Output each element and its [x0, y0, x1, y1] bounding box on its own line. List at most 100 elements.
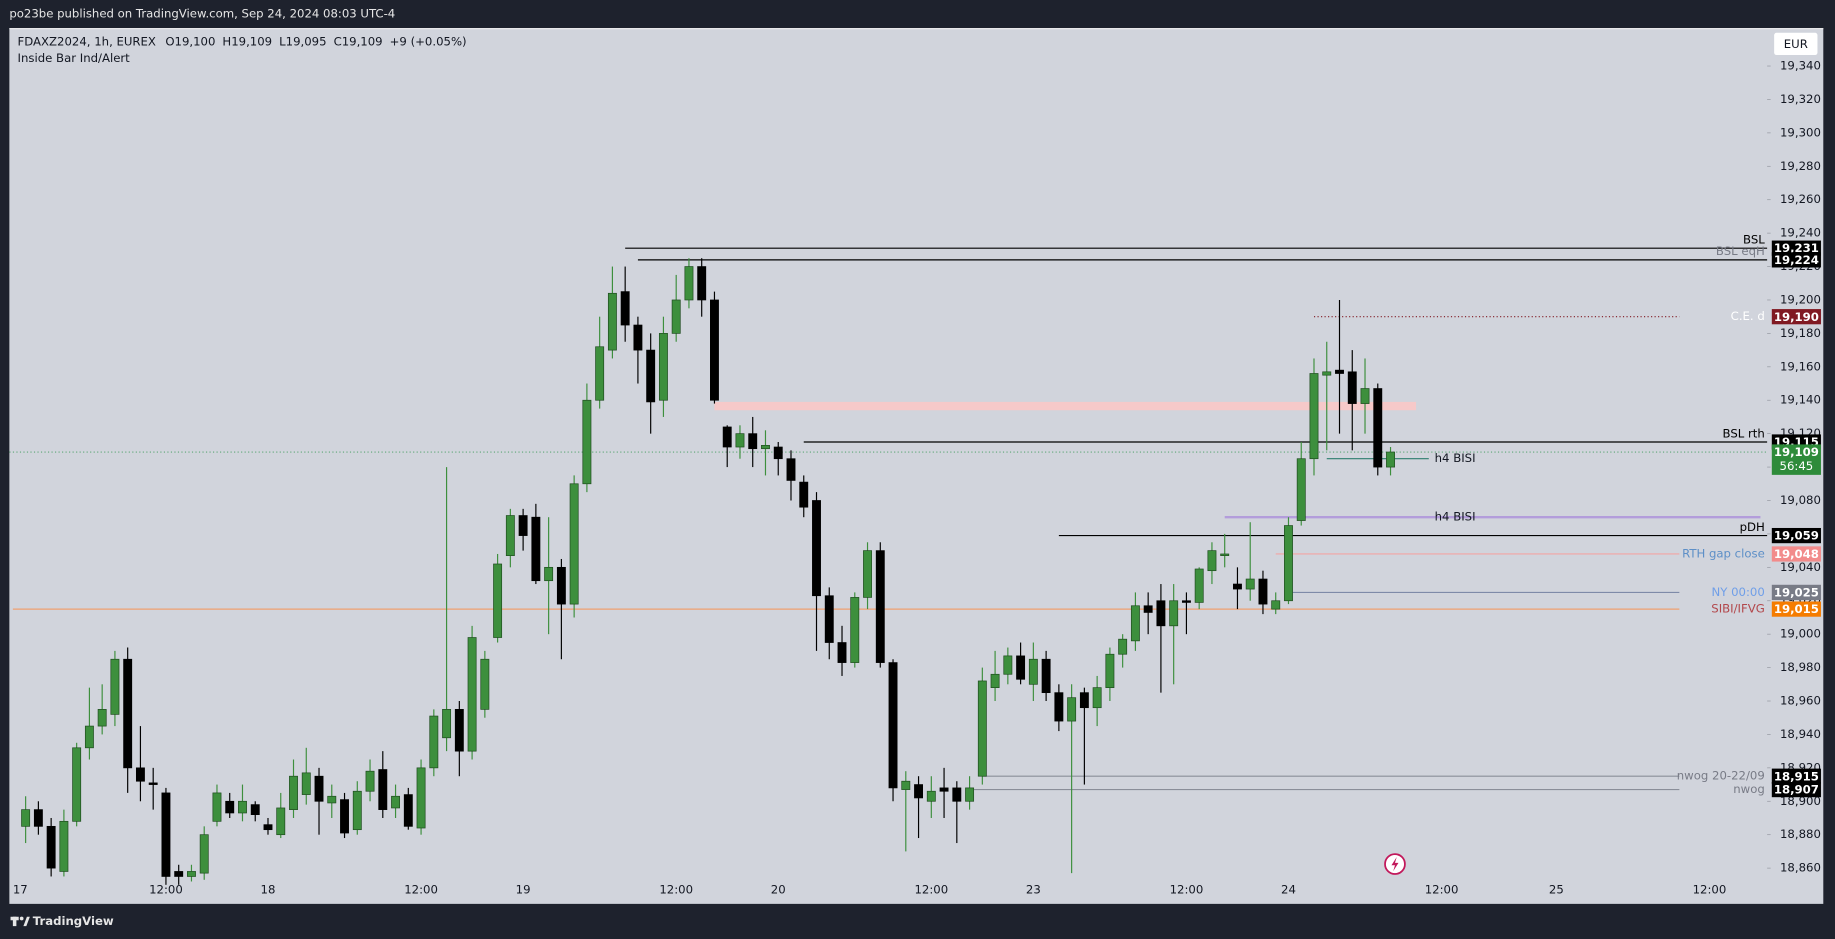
- y-tick-label: 18,980: [1780, 660, 1821, 674]
- price-box-label: 18,907: [1774, 783, 1819, 797]
- icon-bolt[interactable]: [1391, 857, 1399, 872]
- candle-body: [939, 787, 949, 792]
- candle-body: [544, 566, 554, 582]
- symbol-title: FDAXZ2024, 1h, EUREX: [18, 35, 156, 49]
- y-tick-label: 18,940: [1780, 727, 1821, 741]
- ohlc-value: L19,095: [279, 35, 326, 49]
- published-line: po23be published on TradingView.com, Sep…: [9, 7, 395, 21]
- x-tick-label: 12:00: [1170, 882, 1204, 896]
- candle-body: [199, 834, 209, 874]
- candle-body: [761, 444, 770, 450]
- candle-body: [863, 550, 872, 598]
- indicator-name: Inside Bar Ind/Alert: [18, 51, 131, 65]
- candle-body: [812, 500, 821, 597]
- candle-body: [123, 658, 133, 769]
- candle-body: [888, 662, 898, 789]
- candle-body: [1245, 578, 1255, 590]
- candle-body: [735, 433, 745, 448]
- candle-body: [1296, 458, 1306, 521]
- candle-body: [1054, 692, 1064, 722]
- candle-body: [429, 715, 439, 769]
- candle-body: [442, 709, 452, 739]
- candle-body: [1067, 697, 1077, 722]
- x-tick-label: 12:00: [914, 882, 948, 896]
- currency-label[interactable]: EUR: [1784, 37, 1808, 51]
- x-tick-label: 12:00: [1693, 882, 1727, 896]
- level-label: nwog 20-22/09: [1677, 769, 1765, 783]
- price-box-label: 19,231: [1774, 241, 1819, 255]
- logo-slash: [23, 916, 30, 927]
- candle-body: [824, 595, 834, 643]
- x-tick-label: 12:00: [149, 882, 183, 896]
- candle-body: [671, 299, 681, 334]
- price-box-label: 19,224: [1774, 253, 1819, 267]
- level-label: SIBI/IFVG: [1711, 602, 1764, 616]
- price-box: [1771, 781, 1821, 798]
- level-label: nwog: [1733, 782, 1765, 796]
- candle-body: [1360, 388, 1370, 404]
- y-tick-label: 18,900: [1780, 794, 1821, 808]
- price-box: [1771, 252, 1821, 268]
- price-box-label: 19,059: [1774, 529, 1819, 543]
- x-tick-label: 12:00: [404, 882, 438, 896]
- candle-body: [365, 770, 375, 792]
- candle-body: [1322, 371, 1332, 376]
- candle-body: [403, 794, 413, 827]
- currency-button[interactable]: [1774, 32, 1818, 56]
- y-tick-label: 19,080: [1780, 493, 1821, 507]
- candle-body: [72, 747, 82, 822]
- y-tick-label: 18,860: [1780, 861, 1821, 875]
- x-tick-label: 24: [1281, 882, 1296, 896]
- level-label: NY 00:00: [1712, 585, 1765, 599]
- candle-body: [1041, 658, 1051, 694]
- candle-body: [505, 515, 515, 556]
- candle-body: [289, 775, 298, 810]
- last-price-box: [1771, 444, 1821, 475]
- candle-body: [1156, 600, 1166, 627]
- candle-body: [467, 637, 477, 752]
- y-tick-label: 19,240: [1780, 226, 1821, 240]
- candle-body: [1309, 373, 1319, 460]
- candle-body: [84, 725, 94, 749]
- candle-body: [391, 795, 401, 809]
- candle-body: [684, 266, 694, 301]
- candle-body: [1347, 371, 1357, 404]
- candle-body: [187, 871, 196, 877]
- price-box: [1771, 546, 1821, 562]
- candle-body: [161, 792, 171, 877]
- candle-body: [875, 550, 885, 663]
- plot-background: [9, 28, 1824, 904]
- level-label: RTH gap close: [1682, 546, 1765, 560]
- candle-body: [952, 787, 962, 802]
- ohlc-value: H19,109: [222, 35, 272, 49]
- level-label: BSL rth: [1723, 426, 1765, 440]
- x-tick-label: 25: [1549, 882, 1564, 896]
- price-box-label: 19,048: [1774, 547, 1819, 561]
- candle-body: [59, 820, 69, 872]
- y-tick-label: 19,200: [1780, 292, 1821, 306]
- replay-icon[interactable]: [1384, 853, 1406, 875]
- candle-body: [148, 782, 158, 785]
- candle-body: [977, 680, 987, 777]
- candle-body: [1386, 451, 1395, 468]
- candle-body: [646, 349, 656, 403]
- candle-body: [1016, 655, 1026, 680]
- candle-body: [620, 291, 630, 326]
- candle-body: [901, 780, 911, 790]
- candle-body: [135, 767, 145, 782]
- y-tick-label: 19,180: [1780, 326, 1821, 340]
- candle-body: [1079, 692, 1089, 709]
- candle-body: [480, 658, 490, 710]
- candle-body: [607, 292, 617, 351]
- candle-body: [1207, 550, 1217, 572]
- candle-body: [697, 266, 707, 301]
- x-tick-label: 17: [13, 882, 28, 896]
- countdown: 56:45: [1780, 459, 1814, 473]
- candle-body: [1181, 600, 1191, 603]
- candle-body: [174, 871, 184, 877]
- price-box-label: 19,025: [1774, 585, 1819, 599]
- ohlc-value: O19,100: [165, 35, 215, 49]
- level-label: C.E. d: [1731, 309, 1765, 323]
